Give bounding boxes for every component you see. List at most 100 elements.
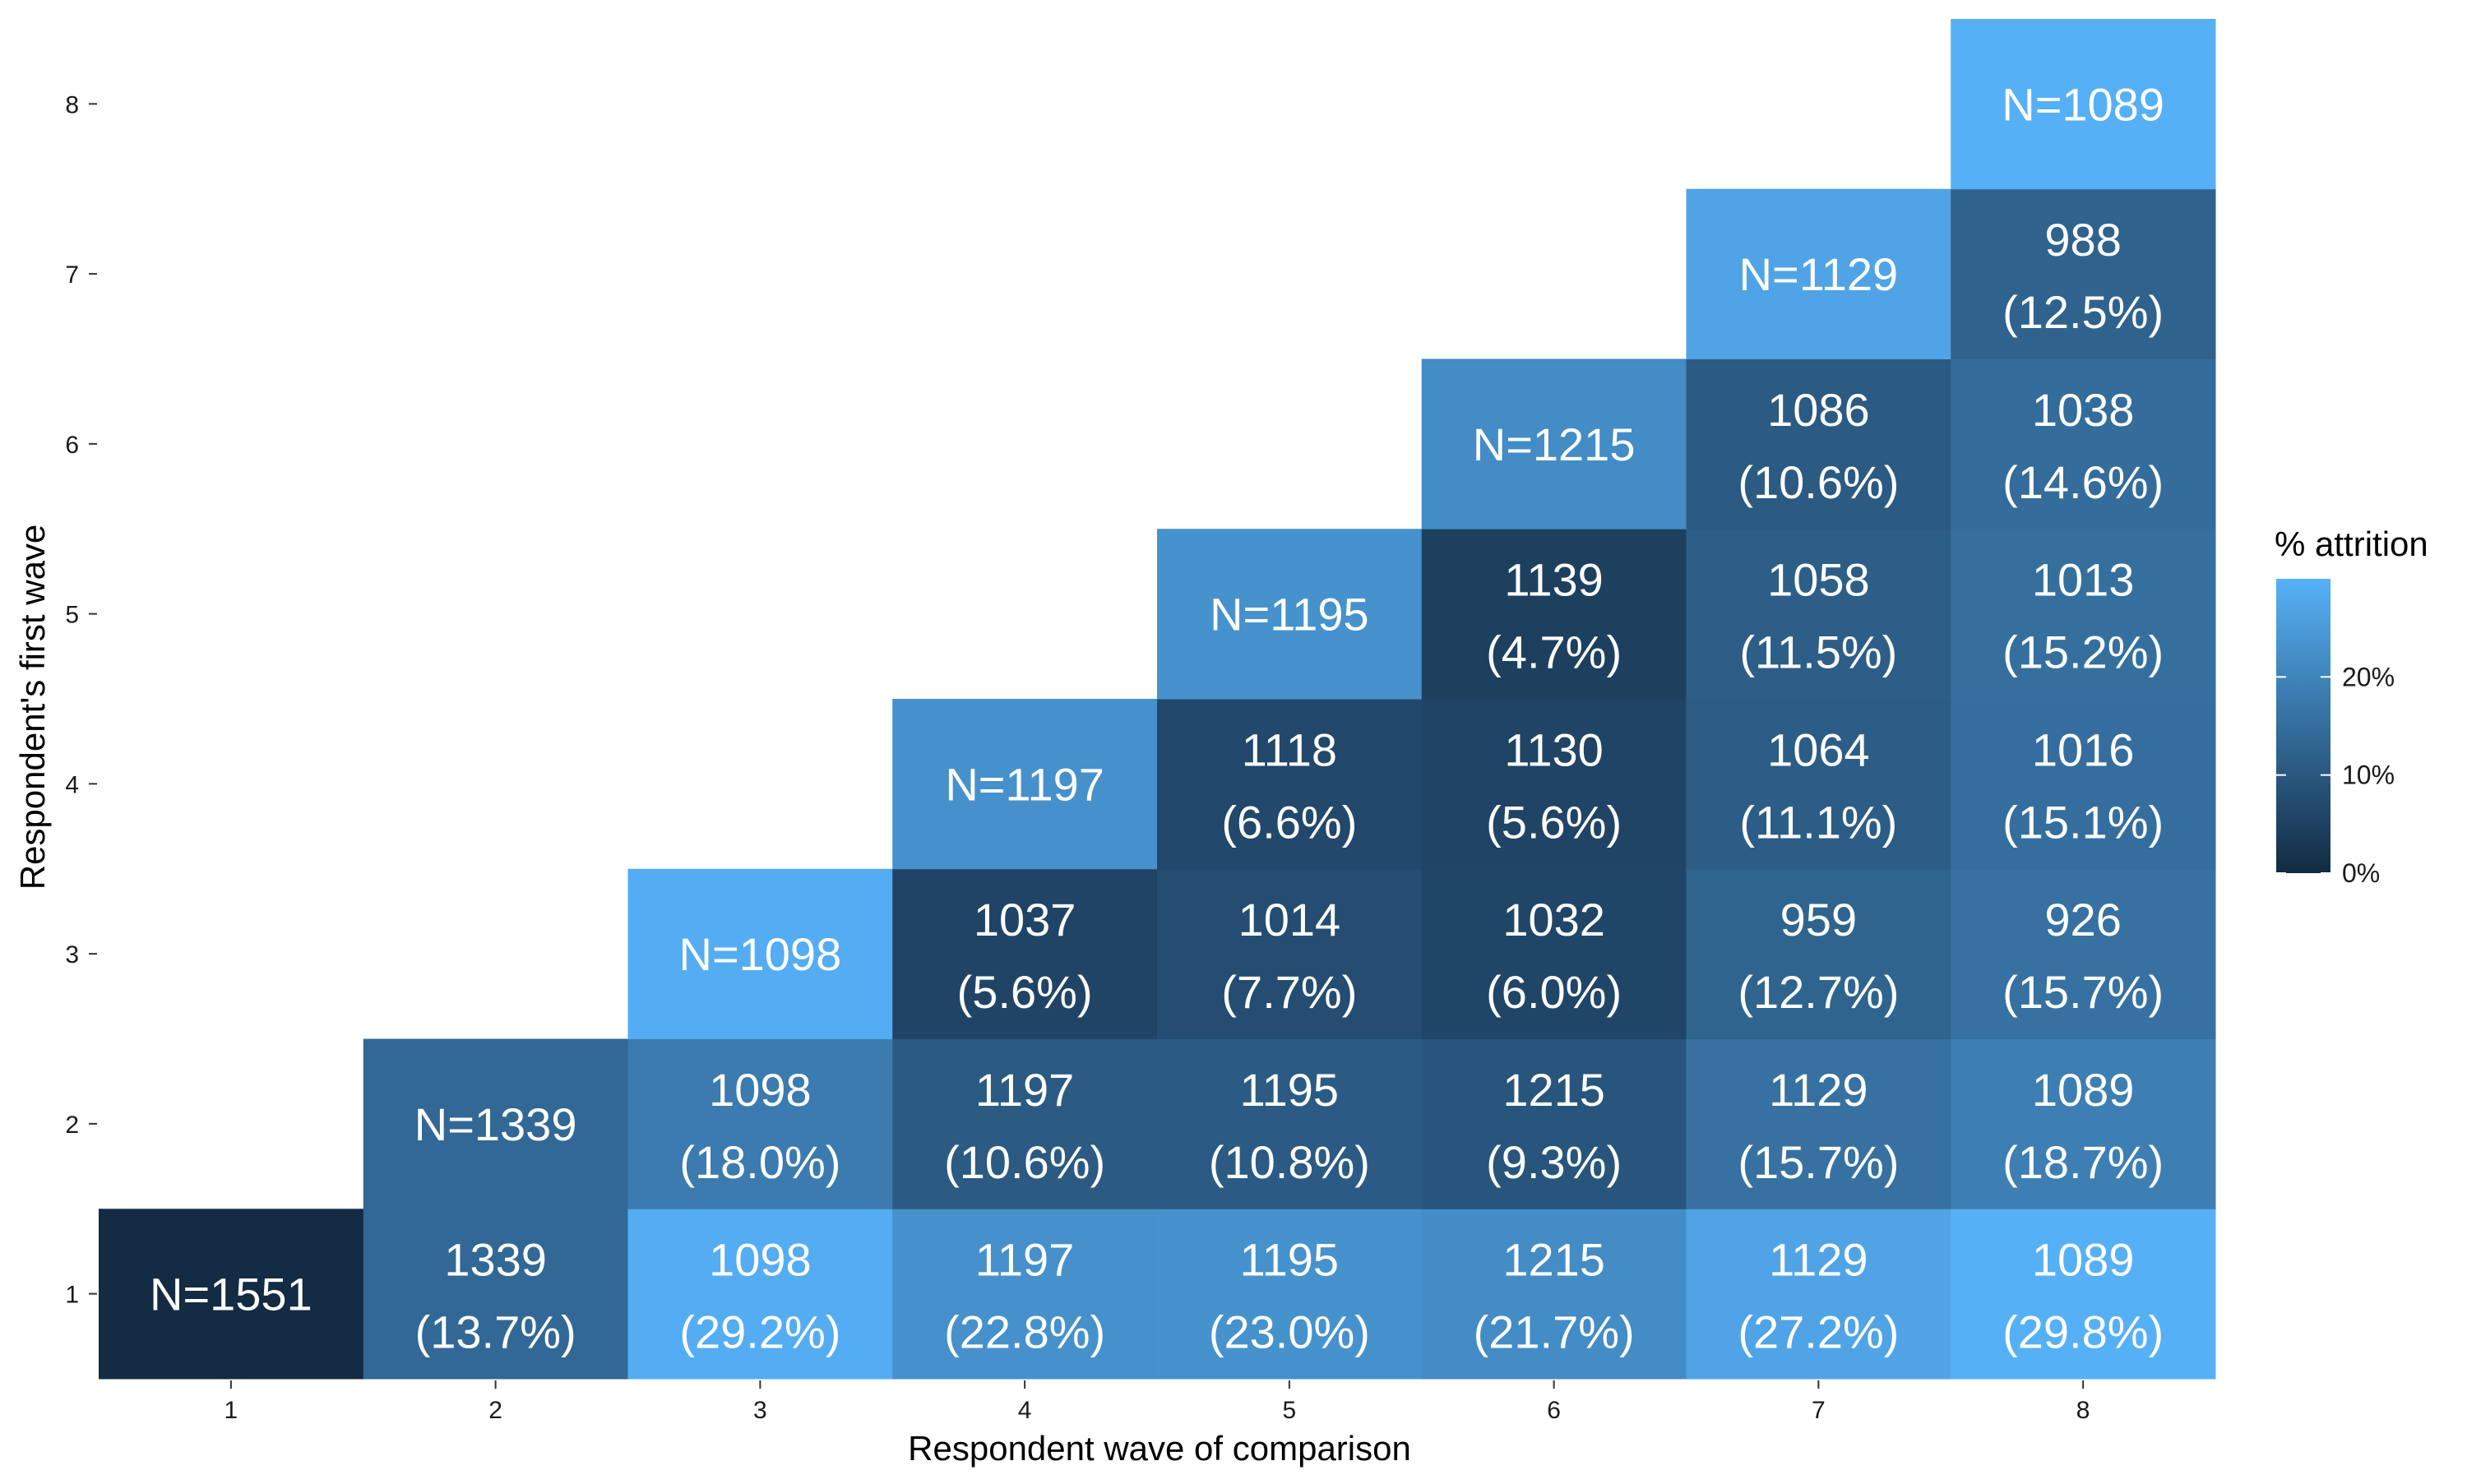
cell-count-label: 988 [2044, 214, 2121, 266]
heatmap-cell [627, 868, 893, 1039]
color-legend: % attrition 0% 10% 20% [2275, 525, 2428, 888]
cell-count-label: 1195 [1240, 1064, 1339, 1116]
heatmap-cell [892, 1209, 1158, 1380]
cell-percent-label: (6.0%) [1486, 966, 1622, 1018]
cell-count-label: 1037 [974, 894, 1076, 945]
cell-percent-label: (23.0%) [1209, 1306, 1370, 1358]
cell-n-label: N=1551 [150, 1269, 312, 1320]
heatmap-cell [1421, 868, 1687, 1039]
cell-percent-label: (7.7%) [1221, 966, 1357, 1018]
heatmap-cell [1951, 1209, 2216, 1380]
heatmap-cell [1686, 188, 1951, 359]
heatmap-cell [1686, 1038, 1951, 1209]
cell-count-label: 1089 [2032, 1234, 2135, 1286]
heatmap-cell [1157, 529, 1423, 700]
cell-n-label: N=1215 [1473, 418, 1636, 470]
heatmap-cell [1157, 1038, 1423, 1209]
cell-percent-label: (21.7%) [1474, 1306, 1635, 1358]
heatmap-cell [1951, 1038, 2216, 1209]
heatmap-cell [627, 1038, 893, 1209]
cell-count-label: 959 [1780, 894, 1857, 945]
cell-count-label: 1086 [1767, 384, 1870, 436]
y-tick-label: 1 [65, 1282, 79, 1309]
cell-percent-label: (12.5%) [2002, 286, 2164, 338]
cell-percent-label: (10.8%) [1209, 1136, 1370, 1188]
legend-tick-label: 20% [2342, 662, 2395, 691]
cell-n-label: N=1089 [2002, 78, 2164, 130]
cell-n-label: N=1339 [414, 1098, 577, 1150]
heatmap-cell [1951, 19, 2216, 190]
cell-n-label: N=1197 [945, 758, 1104, 810]
cell-percent-label: (18.0%) [679, 1136, 840, 1188]
x-axis: 1 2 3 4 5 6 7 8 [224, 1380, 2090, 1424]
cell-percent-label: (29.8%) [2002, 1306, 2164, 1358]
cell-percent-label: (15.2%) [2002, 626, 2164, 678]
cell-percent-label: (14.6%) [2002, 456, 2164, 508]
legend-tick-label: 10% [2342, 760, 2395, 790]
cell-percent-label: (10.6%) [944, 1136, 1105, 1188]
legend-title: % attrition [2275, 525, 2428, 563]
cell-count-label: 1197 [975, 1064, 1074, 1116]
cell-percent-label: (15.1%) [2002, 796, 2164, 848]
cell-percent-label: (22.8%) [944, 1306, 1105, 1358]
cell-count-label: 1032 [1502, 894, 1605, 945]
cell-percent-label: (13.7%) [415, 1306, 576, 1358]
heatmap-cell [1421, 699, 1687, 870]
heatmap-cell [1686, 358, 1951, 529]
cell-count-label: 1098 [709, 1064, 812, 1116]
heatmap-cell [363, 1209, 628, 1380]
y-tick-label: 5 [65, 602, 79, 629]
x-tick-label: 2 [488, 1397, 502, 1424]
cell-count-label: 1058 [1767, 554, 1870, 606]
x-tick-label: 4 [1018, 1397, 1032, 1424]
x-tick-label: 5 [1283, 1397, 1297, 1424]
heatmap-cell [1157, 868, 1423, 1039]
y-axis-title: Respondent's first wave [13, 525, 52, 890]
heatmap-cell [1951, 188, 2216, 359]
cell-labels-layer: N=1551 1339 (13.7%) 1098 (29.2%) 1197 (22.8%) 1… [150, 78, 2164, 1357]
y-tick-label: 4 [65, 771, 79, 798]
heatmap-cell [1686, 529, 1951, 700]
cell-count-label: 1038 [2032, 384, 2135, 436]
cell-percent-label: (15.7%) [1738, 1136, 1899, 1188]
cell-count-label: 1129 [1769, 1064, 1868, 1116]
cell-percent-label: (9.3%) [1486, 1136, 1622, 1188]
cell-count-label: 926 [2044, 894, 2121, 945]
x-tick-label: 8 [2076, 1397, 2090, 1424]
cell-count-label: 1118 [1242, 724, 1337, 775]
x-tick-label: 1 [224, 1397, 238, 1424]
cells-layer [99, 19, 2216, 1380]
cell-count-label: 1215 [1502, 1064, 1605, 1116]
heatmap-cell [1951, 358, 2216, 529]
legend-tick-label: 0% [2342, 858, 2380, 888]
x-tick-label: 6 [1547, 1397, 1561, 1424]
heatmap-cell [1686, 699, 1951, 870]
heatmap-cell [1951, 529, 2216, 700]
y-tick-label: 6 [65, 432, 79, 459]
cell-percent-label: (29.2%) [679, 1306, 840, 1358]
cell-count-label: 1139 [1504, 554, 1603, 606]
x-axis-title: Respondent wave of comparison [908, 1429, 1411, 1468]
cell-percent-label: (6.6%) [1221, 796, 1357, 848]
cell-n-label: N=1129 [1739, 248, 1899, 300]
heatmap-cell [892, 868, 1158, 1039]
cell-count-label: 1013 [2032, 554, 2135, 606]
y-tick-label: 3 [65, 941, 79, 969]
cell-n-label: N=1195 [1210, 589, 1369, 640]
cell-count-label: 1089 [2032, 1064, 2135, 1116]
y-tick-label: 7 [65, 261, 79, 289]
cell-percent-label: (12.7%) [1738, 966, 1899, 1018]
cell-count-label: 1098 [709, 1234, 812, 1286]
heatmap-cell [363, 1038, 628, 1209]
heatmap-cell [1421, 1209, 1687, 1380]
x-tick-label: 7 [1812, 1397, 1826, 1424]
cell-count-label: 1339 [444, 1234, 547, 1286]
cell-percent-label: (11.1%) [1739, 796, 1897, 848]
heatmap-cell [1157, 1209, 1423, 1380]
cell-percent-label: (4.7%) [1486, 626, 1622, 678]
cell-n-label: N=1098 [679, 928, 842, 980]
cell-percent-label: (18.7%) [2002, 1136, 2164, 1188]
heatmap-cell [1686, 868, 1951, 1039]
